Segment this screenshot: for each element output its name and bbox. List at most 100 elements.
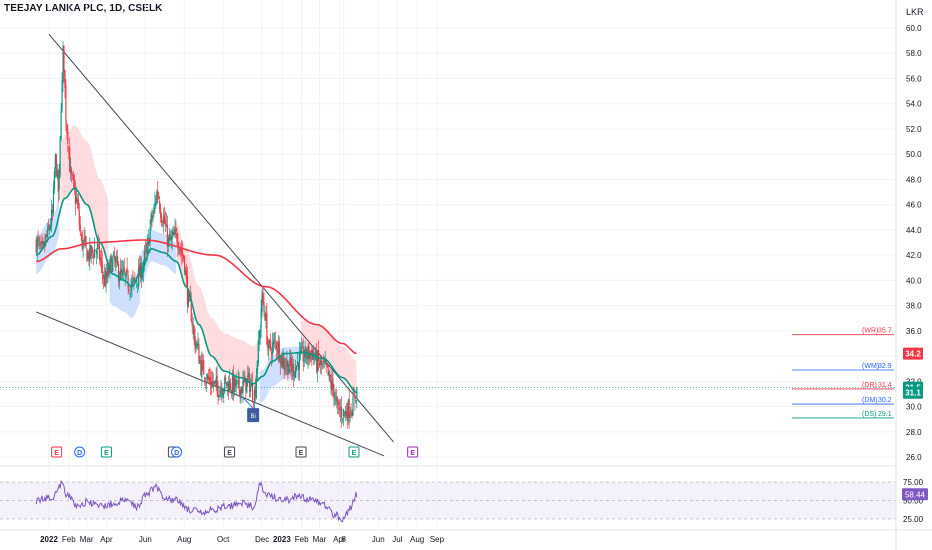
earnings-marker[interactable]: E [224, 446, 236, 458]
candle-body [251, 382, 254, 401]
candle-body [106, 271, 108, 277]
earnings-marker[interactable]: E [407, 446, 419, 458]
candle-body [225, 378, 227, 381]
candle-body [297, 362, 300, 371]
price-axis[interactable]: 26.028.030.032.034.036.038.040.042.044.0… [895, 0, 923, 550]
candle [252, 401, 255, 409]
candle [348, 387, 350, 429]
earnings-marker[interactable]: E [348, 446, 360, 458]
candle [236, 379, 238, 385]
candle-body [235, 380, 237, 387]
candle-body [201, 361, 203, 378]
candle-body [301, 346, 303, 348]
candle-body [346, 412, 348, 421]
candle-body [59, 136, 61, 176]
candle-body [354, 394, 356, 401]
candle [166, 215, 168, 257]
candle [293, 359, 295, 388]
upper-trendline[interactable] [48, 33, 394, 443]
chart-title: TEEJAY LANKA PLC, 1D, CSELK [4, 3, 163, 14]
candle [218, 394, 220, 401]
candle-body [317, 350, 320, 361]
price-badge-bg [903, 386, 923, 399]
candle-body [43, 242, 45, 246]
candle [294, 370, 296, 382]
candle-body [164, 221, 167, 226]
event-glyph: E [227, 450, 232, 457]
candle-body [116, 256, 119, 265]
candle [302, 338, 304, 372]
earnings-marker[interactable]: E [295, 446, 307, 458]
candle [60, 103, 62, 143]
candle-body [125, 270, 127, 277]
candle-body [41, 241, 43, 244]
candle-body [182, 252, 184, 256]
candle-body [78, 210, 80, 225]
candle-body [275, 342, 278, 350]
candle-body [114, 255, 116, 261]
candle-body [175, 226, 177, 232]
earnings-marker[interactable]: E [100, 446, 112, 458]
rsi-badge[interactable]: 58.44 [902, 488, 928, 501]
candle [180, 242, 182, 258]
candle [87, 250, 89, 261]
pivot-label: (DM) [862, 397, 878, 404]
candle [91, 245, 93, 264]
price-tick-label: 60.0 [906, 24, 922, 33]
rsi-badge-value: 58.44 [905, 490, 926, 499]
candle [68, 145, 70, 160]
candle [234, 376, 236, 393]
candle-body [172, 232, 174, 236]
candle-body [153, 207, 155, 215]
candle [324, 350, 326, 365]
candle-body [198, 343, 200, 364]
candle [356, 386, 358, 409]
candle-body [239, 389, 241, 398]
candle [112, 255, 114, 273]
candle [111, 254, 113, 273]
candle-body [194, 336, 196, 350]
candle-body [316, 352, 319, 373]
candle-body [242, 380, 244, 393]
candle [55, 153, 57, 177]
candle-body [136, 280, 138, 282]
candle [272, 332, 275, 353]
events-layer[interactable]: EDEEDEEEEBi [51, 397, 419, 458]
candle-body [288, 369, 290, 374]
candle-body [131, 281, 133, 287]
candle-body [237, 378, 239, 379]
dividend-marker[interactable]: D [171, 446, 183, 458]
candle [335, 388, 337, 406]
earnings-marker[interactable]: E [51, 446, 63, 458]
candle [173, 226, 175, 236]
candle [351, 409, 353, 420]
candle-body [35, 239, 37, 253]
candle [345, 402, 347, 419]
candle-body [101, 261, 103, 273]
candle-body [167, 237, 169, 247]
candle-body [278, 341, 280, 361]
candle-body [320, 357, 323, 365]
ema-slow-line [36, 239, 357, 355]
candle [349, 407, 351, 423]
price-badge[interactable]: 34.2 [903, 347, 923, 360]
candle [298, 341, 301, 382]
price-badge[interactable]: 31.1 [903, 386, 923, 399]
candle-body [306, 357, 308, 359]
dividend-marker[interactable]: D [74, 446, 86, 458]
flag-marker[interactable]: Bi [242, 397, 260, 423]
price-tick-label: 42.0 [906, 251, 922, 260]
price-tick-label: 54.0 [906, 100, 922, 109]
candle-body [323, 362, 325, 364]
candle-body [99, 257, 101, 260]
candle-body [98, 243, 101, 260]
candle [100, 247, 102, 274]
candle-body [176, 233, 178, 243]
pivot-value: 35.7 [878, 328, 892, 335]
candle [145, 242, 147, 255]
candle-body [231, 375, 234, 393]
candle [156, 189, 158, 206]
candle [286, 350, 288, 376]
